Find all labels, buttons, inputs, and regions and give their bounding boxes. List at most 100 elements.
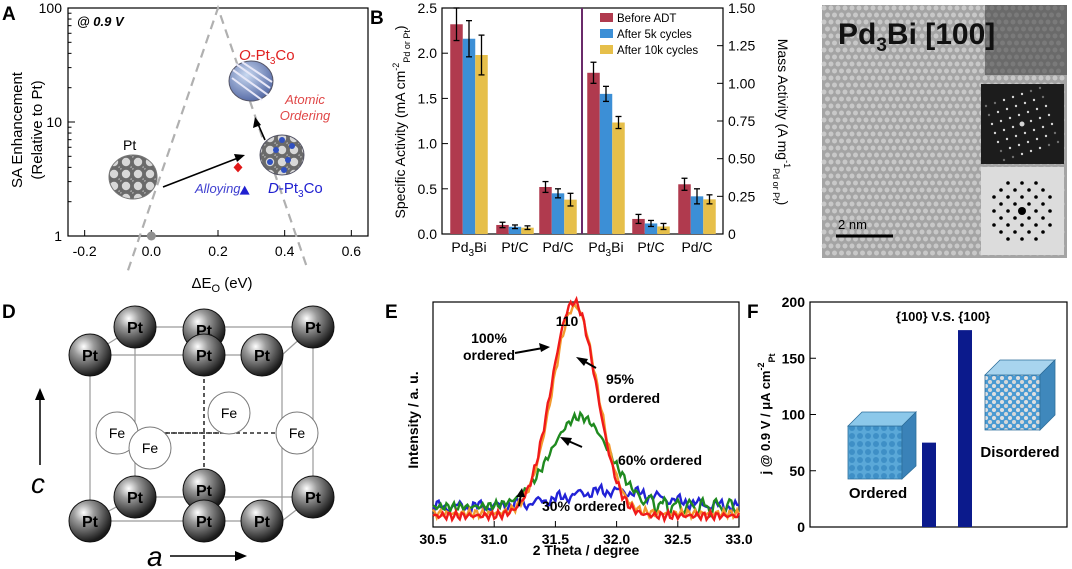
pt-atom-label: Pt: [82, 514, 99, 531]
lattice-dot: [835, 47, 841, 53]
lattice-dot: [888, 68, 893, 74]
lattice-dot: [930, 166, 935, 172]
fft-spot: [1005, 137, 1009, 141]
annot-60-arrowhead: [560, 437, 572, 446]
lattice-dot: [912, 243, 918, 249]
lattice-dot: [839, 222, 844, 228]
diffraction-spot: [999, 216, 1003, 220]
lattice-dot: [891, 33, 897, 39]
axis-a-label: a: [147, 541, 163, 569]
lattice-dot: [888, 250, 893, 256]
lattice-dot: [863, 103, 869, 109]
lattice-dot: [923, 12, 928, 18]
lattice-dot: [839, 40, 844, 46]
panel-label-e: E: [385, 302, 398, 323]
lattice-dot: [839, 152, 844, 158]
lattice-dot: [930, 208, 935, 214]
lattice-dot: [842, 5, 848, 11]
lattice-dot: [891, 215, 897, 221]
lattice-dot: [849, 173, 855, 179]
lattice-dot: [961, 19, 967, 25]
lattice-dot: [891, 229, 897, 235]
lattice-dot: [825, 54, 830, 60]
lattice-dot: [916, 96, 921, 102]
lattice-dot: [874, 40, 879, 46]
lattice-dot: [874, 54, 879, 60]
lattice-dot: [954, 47, 960, 53]
lattice-dot: [835, 131, 841, 137]
lattice-dot: [958, 68, 963, 74]
fe-atom: [207, 391, 251, 435]
f-ytick-label: 150: [782, 350, 806, 366]
lattice-dot: [891, 145, 897, 151]
lattice-dot: [891, 5, 897, 11]
diffraction-spot: [1018, 207, 1026, 215]
pt-atom-label: Pt: [305, 490, 322, 507]
panel-e-frame: [432, 301, 740, 528]
panel-a-ylabel-line2: (Relative to Pt): [29, 80, 46, 179]
lattice-dot: [881, 236, 886, 242]
fft-spot: [1008, 116, 1012, 120]
lattice-dot: [975, 47, 981, 53]
lattice-dot: [870, 145, 876, 151]
panel-e-curves: [432, 295, 741, 524]
lattice-dot: [846, 208, 851, 214]
xrd-curve-60pct: [432, 410, 740, 519]
lattice-dot: [891, 243, 897, 249]
lattice-dot: [905, 131, 911, 137]
bar-before-adt: [539, 186, 552, 234]
scale-bar-label: 2 nm: [838, 217, 867, 232]
bar-after-10k-cycles: [521, 227, 534, 234]
lattice-dot: [909, 12, 914, 18]
point-pt: [146, 231, 156, 241]
bar-after-5k-cycles: [508, 226, 522, 234]
lattice-dot: [944, 180, 949, 186]
lattice-dot: [825, 208, 830, 214]
fft-spot: [1011, 155, 1015, 159]
lattice-dot: [940, 47, 946, 53]
lattice-dot: [867, 96, 872, 102]
fe-atom-label: Fe: [142, 440, 159, 456]
lattice-dot: [874, 138, 879, 144]
lattice-dot: [832, 110, 837, 116]
lattice-dot: [912, 47, 918, 53]
lattice-dot: [926, 131, 932, 137]
lattice-dot: [828, 201, 834, 207]
lattice-dot: [849, 61, 855, 67]
xrd-curve-100pct: [432, 295, 741, 524]
lattice-dot: [867, 26, 872, 32]
lattice-dot: [839, 194, 844, 200]
lattice-dot: [968, 33, 974, 39]
fft-spot: [993, 131, 997, 135]
a-ytick-label: 10: [46, 114, 62, 130]
lattice-dot: [933, 33, 939, 39]
a-ytick-label: 100: [39, 0, 63, 16]
lattice-dot: [940, 229, 946, 235]
lattice-dot: [916, 12, 921, 18]
lattice-dot: [926, 173, 932, 179]
ordered-label: Ordered: [849, 485, 907, 502]
lattice-dot: [867, 12, 872, 18]
lattice-dot: [961, 117, 967, 123]
lattice-dot: [881, 194, 886, 200]
pt-atom: [113, 475, 157, 519]
lattice-dot: [828, 33, 834, 39]
lattice-dot: [860, 12, 865, 18]
lattice-dot: [846, 250, 851, 256]
lattice-dot: [926, 75, 932, 81]
lattice-dot: [944, 68, 949, 74]
lattice-dot: [891, 19, 897, 25]
b-ytick-right-label: 1.25: [728, 38, 755, 54]
lattice-dot: [825, 26, 830, 32]
lattice-dot: [933, 159, 939, 165]
pt-atom: [113, 305, 157, 349]
lattice-dot: [968, 229, 974, 235]
lattice-dot: [842, 75, 848, 81]
e-xtick-label: 30.5: [419, 531, 446, 547]
fft-spot: [1044, 104, 1048, 108]
lattice-dot: [961, 5, 967, 11]
annot-100-arrowhead: [539, 343, 550, 352]
lattice-dot: [895, 194, 900, 200]
fft-spot: [1014, 104, 1018, 108]
fft-spot: [1023, 101, 1027, 105]
